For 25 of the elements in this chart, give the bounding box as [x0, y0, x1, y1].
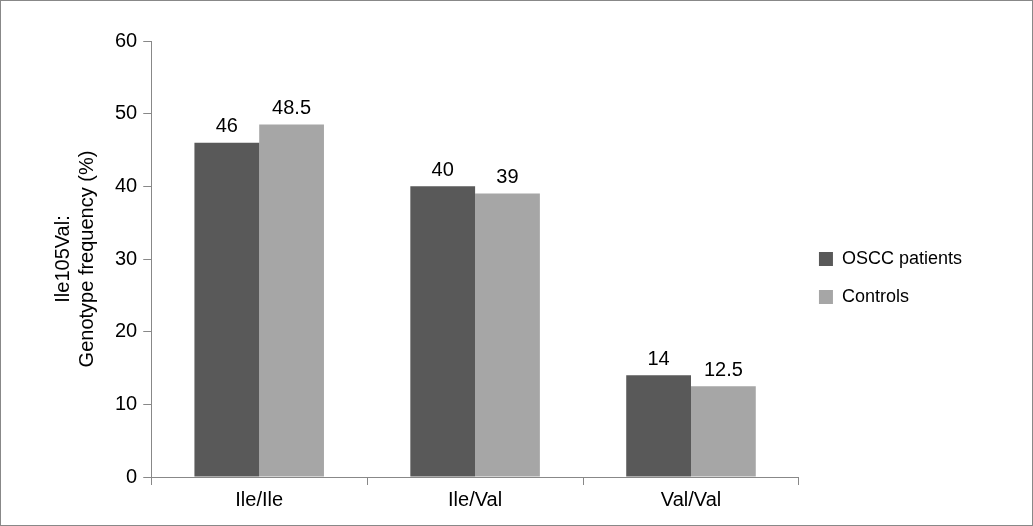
data-label: 12.5 — [703, 357, 743, 380]
y-tick-label: 40 — [115, 173, 138, 196]
x-tick-label: Val/Val — [660, 487, 722, 510]
x-tick-label: Ile/Ile — [235, 487, 284, 510]
data-label: 14 — [647, 346, 670, 369]
y-tick-label: 30 — [115, 246, 138, 269]
y-tick-label: 60 — [115, 28, 138, 51]
y-axis-title: Ile105Val: Genotype frequency (%) — [50, 150, 97, 368]
y-tick-label: 50 — [115, 101, 138, 124]
y-tick-label: 0 — [126, 464, 138, 487]
bar — [410, 186, 476, 477]
data-label: 39 — [496, 165, 519, 188]
data-label: 40 — [431, 157, 454, 180]
bar — [259, 124, 324, 477]
bar — [626, 375, 691, 477]
data-label: 48.5 — [272, 96, 312, 119]
x-tick-label: Ile/Val — [448, 487, 503, 510]
y-tick-label: 20 — [115, 319, 138, 342]
legend-label: OSCC patients — [841, 247, 963, 268]
y-tick-label: 10 — [115, 391, 138, 414]
legend-label: Controls — [841, 285, 909, 306]
bar — [691, 386, 756, 477]
bar — [475, 193, 540, 477]
data-label: 46 — [215, 114, 238, 137]
bar — [194, 142, 260, 477]
